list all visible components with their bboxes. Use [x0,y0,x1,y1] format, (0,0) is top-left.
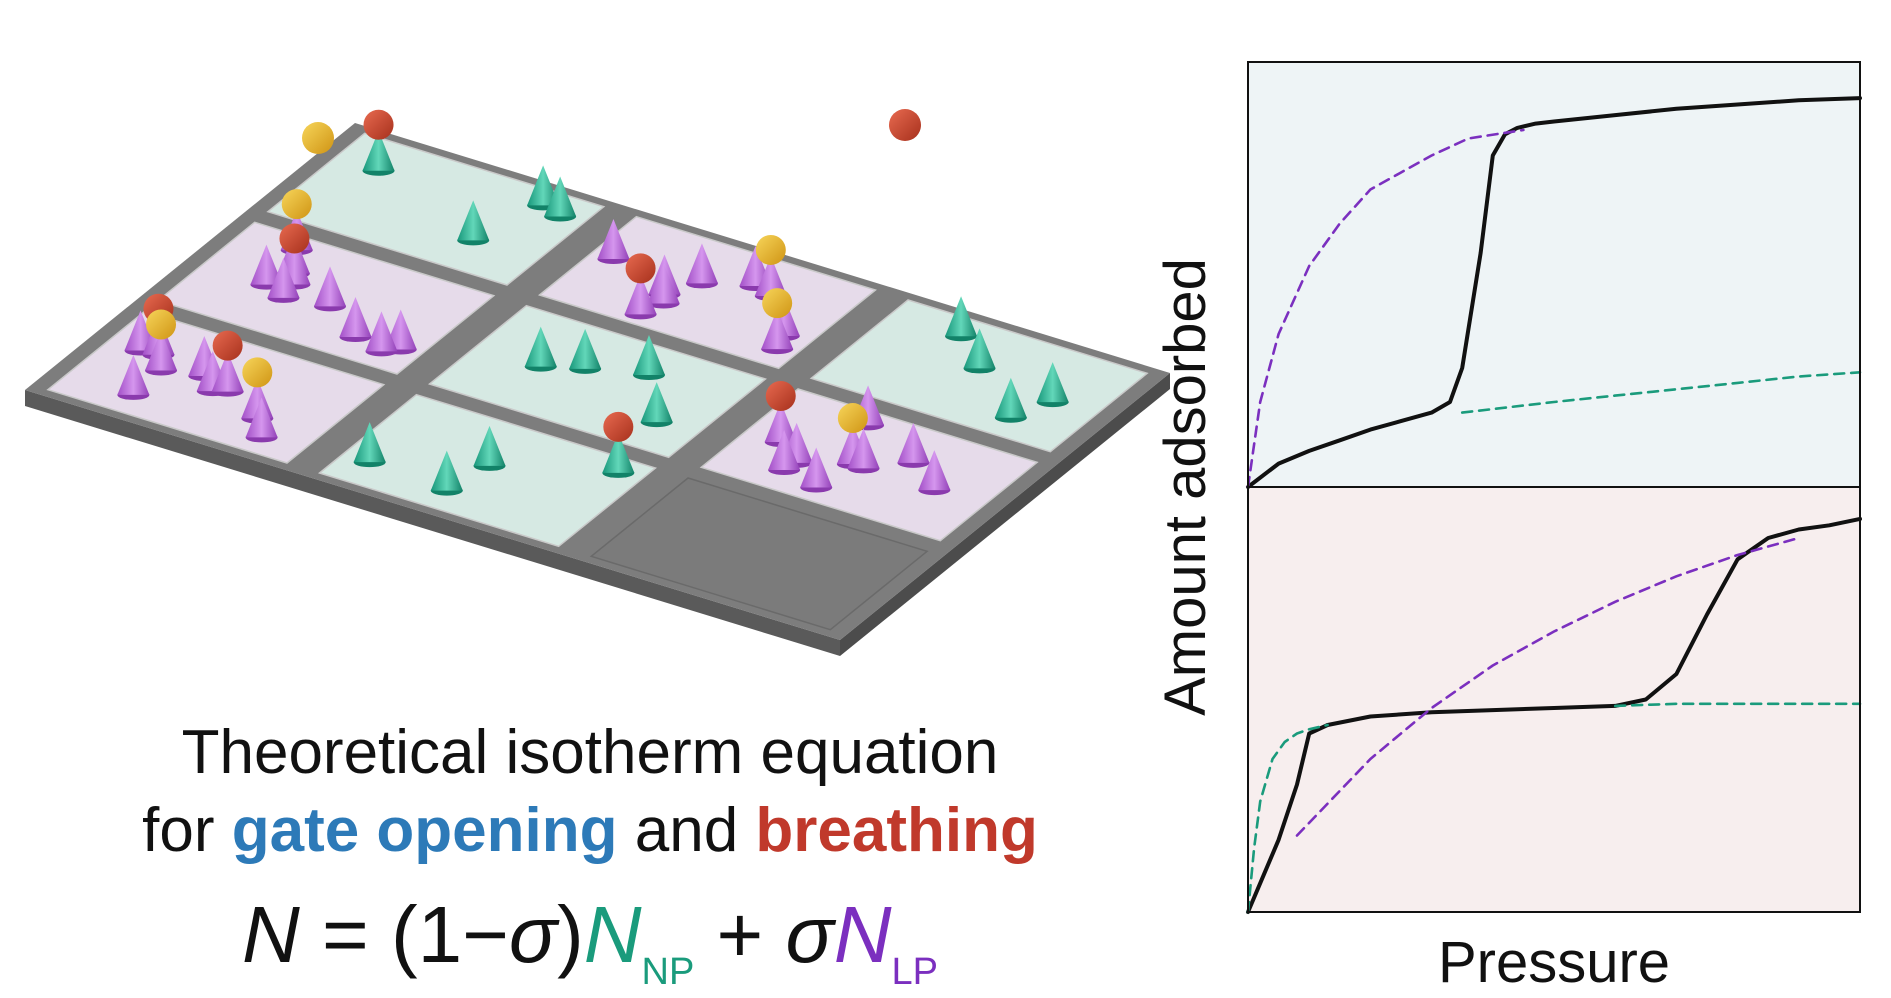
isotherm-breathing-dashed-purple-1 [1295,536,1801,837]
framework-illustration [25,109,1170,656]
isotherm-gate-solid-black-0 [1246,96,1862,489]
eq-n-lp: N [833,890,892,979]
np-site-cone [544,176,577,222]
lp-site-cone [624,274,657,320]
frame-side-front [25,390,840,656]
cell-np [427,304,768,459]
lp-site-cone [267,257,300,303]
eq-n: N [242,890,300,979]
np-site-cone [430,450,463,496]
adsorbed-yellow-molecule [755,234,786,265]
np-site-cone [994,377,1027,423]
np-site-cone [524,326,557,372]
adsorbed-red-molecule [279,223,310,254]
eq-plus: + [694,890,786,979]
adsorbed-red-molecule [363,109,394,140]
np-site-cone [569,328,602,374]
y-axis-label: Amount adsorbed [1153,258,1218,716]
lp-site-cone [647,263,680,309]
isotherm-gate-dashed-green-2 [1460,371,1862,414]
breathing-panel-frame [1247,486,1861,913]
isotherm-breathing-solid-black-0 [1246,516,1862,914]
lp-site-cone [768,430,801,476]
lp-site-cone [314,266,347,312]
np-site-cone [632,335,665,381]
gate-opening-label: gate opening [231,796,618,865]
np-site-cone [945,296,978,342]
lp-site-cone [800,447,833,493]
np-site-cone [353,422,386,468]
isotherm-breathing-dashed-green-3 [1613,702,1862,708]
free-gas-molecule [889,109,921,141]
lp-site-cone [211,351,244,397]
lp-site-cone [117,354,150,400]
breathing-label: breathing [755,796,1038,865]
lp-site-cone [365,311,398,357]
cell-empty [589,477,929,631]
eq-close: ) [557,890,584,979]
np-site-cone [1036,362,1069,408]
adsorbed-yellow-molecule [281,189,312,220]
lp-site-cone [761,309,794,355]
lp-site-cone [145,330,178,376]
adsorbed-red-molecule [603,411,634,442]
np-site-cone [640,382,673,428]
isotherm-gate-dashed-purple-1 [1246,128,1525,489]
lp-site-cone [897,422,930,468]
breathing-panel-bg [1248,487,1860,912]
eq-n-np: N [583,890,642,979]
lp-site-cone [685,243,718,289]
frame-side-right [840,373,1170,656]
cell-np [809,299,1149,453]
isotherm-breathing-dashed-green-2 [1246,723,1329,914]
isotherm-curves [1246,96,1862,914]
isotherm-equation: N = (1−σ)NNP + σNLP [0,895,1180,993]
x-axis-label: Pressure [1438,930,1670,995]
lp-site-cone [597,218,630,264]
np-site-cone [963,328,996,374]
gate-opening-panel-bg [1248,62,1860,487]
adsorbed-red-molecule [212,330,243,361]
eq-sigma-2: σ [785,890,834,979]
caption-and: and [617,796,756,865]
caption-line-1: Theoretical isotherm equation [181,718,999,787]
eq-lp-sub: LP [891,951,938,993]
np-site-cone [473,425,506,471]
eq-sigma: σ [508,890,558,979]
adsorbed-yellow-molecule [837,403,868,434]
adsorbed-yellow-molecule [242,357,273,388]
caption-for: for [142,796,232,865]
eq-np-sub: NP [641,951,695,993]
np-site-cone [602,432,635,478]
free-gas-molecule [302,122,334,154]
lp-site-cone [847,428,880,474]
lp-site-cone [245,397,278,443]
np-site-cone [457,200,490,246]
cell-np [266,132,606,286]
adsorbed-red-molecule [765,380,796,411]
caption-line-2: for gate opening and breathing [0,800,1180,862]
framework-grid [25,109,1170,656]
lp-site-cone [339,297,372,343]
np-site-cone [362,130,395,176]
adsorbed-yellow-molecule [146,309,177,340]
lp-site-cone [918,450,951,496]
adsorbed-yellow-molecule [762,288,793,319]
eq-equals: = (1− [299,890,509,979]
adsorbed-red-molecule [625,253,656,284]
